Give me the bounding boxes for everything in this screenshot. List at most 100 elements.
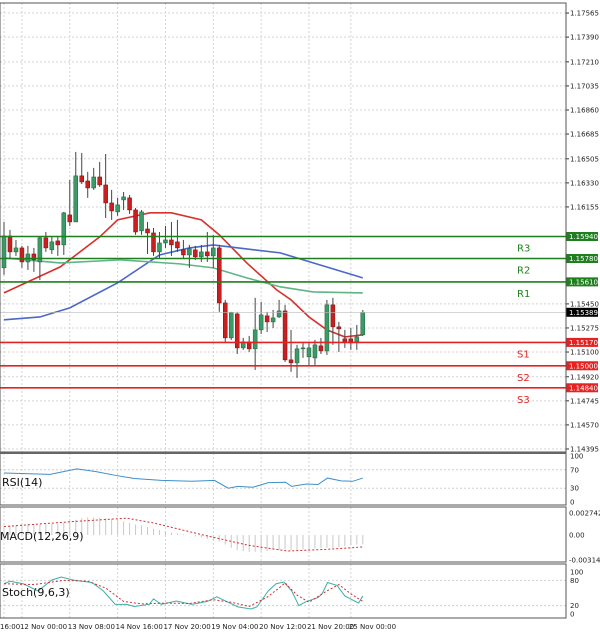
rsi-line — [3, 468, 363, 489]
candle — [61, 211, 67, 255]
candle — [223, 299, 228, 342]
candle-body — [324, 304, 330, 352]
level-price-tag — [566, 361, 598, 371]
time-tick-label: 16:00 — [0, 623, 20, 631]
time-tick-label: 20 Nov 12:00 — [259, 623, 306, 631]
candle — [181, 239, 186, 258]
candle-body — [234, 313, 240, 349]
candle-body — [211, 247, 216, 257]
stoch-tick-label: 80 — [570, 577, 579, 585]
candle — [300, 342, 306, 358]
candle — [187, 244, 192, 268]
candle-body — [193, 249, 198, 258]
candle-body — [270, 317, 276, 323]
candle — [43, 231, 49, 252]
level-price-label: 1.14840 — [569, 384, 598, 392]
macd-tick-label: 0.00 — [569, 531, 585, 539]
candle-body — [217, 247, 222, 304]
candle-body — [169, 239, 174, 246]
candle — [127, 194, 132, 214]
price-tick-label: 1.14395 — [570, 445, 599, 453]
stoch-pane[interactable] — [3, 576, 364, 610]
price-tick-label: 1.14745 — [570, 397, 599, 405]
price-tick-label: 1.16155 — [570, 203, 599, 211]
candle — [55, 236, 61, 256]
macd-tick-label: -0.003142 — [569, 557, 600, 565]
rsi-tick-label: 30 — [570, 485, 579, 493]
level-price-tag — [566, 254, 598, 264]
price-tick-label: 1.14920 — [570, 373, 599, 381]
level-price-tag — [566, 337, 598, 347]
candle — [133, 207, 138, 235]
candle — [121, 191, 126, 210]
candle-body — [103, 184, 108, 204]
candle — [73, 151, 79, 223]
candle — [264, 311, 270, 332]
level-label-r2: R2 — [517, 266, 530, 277]
candle — [330, 297, 336, 345]
candle — [91, 167, 96, 190]
pane-separator — [0, 452, 566, 454]
candle-body — [7, 235, 13, 253]
level-price-label: 1.15780 — [569, 255, 598, 263]
candle-body — [115, 204, 120, 213]
price-tick-label: 1.16685 — [570, 131, 599, 139]
stoch-main-line — [3, 576, 364, 610]
candle-body — [121, 196, 126, 201]
price-pane[interactable]: R3 R2 R1 S1 S2 S3 — [0, 151, 566, 406]
price-tick-label: 1.16505 — [570, 155, 599, 163]
macd-tick-label: 0.002742 — [569, 509, 600, 517]
candle-body — [145, 228, 150, 234]
level-price-label: 1.15000 — [569, 362, 598, 370]
candle-body — [85, 180, 90, 189]
candle — [169, 221, 174, 256]
candle — [258, 301, 264, 334]
stoch-signal-line — [3, 579, 364, 607]
level-label-r3: R3 — [517, 244, 530, 255]
candle — [145, 221, 150, 254]
candle-body — [139, 211, 144, 232]
candle-body — [223, 302, 228, 339]
level-label-s2: S2 — [517, 373, 530, 384]
price-tick-label: 1.16330 — [570, 179, 599, 187]
candle-body — [336, 326, 342, 330]
candle-body — [288, 359, 294, 364]
candle — [79, 152, 84, 184]
candle-body — [49, 241, 55, 251]
candle-body — [61, 212, 67, 246]
candle-body — [306, 347, 312, 358]
level-price-tag — [566, 383, 598, 393]
candle-body — [133, 209, 138, 233]
candle-body — [258, 314, 264, 331]
price-tick-label: 1.15450 — [570, 300, 599, 308]
stoch-title: Stoch(9,6,3) — [2, 586, 70, 599]
candle — [139, 209, 144, 235]
candle-body — [252, 329, 258, 350]
time-tick-label: 14 Nov 16:00 — [116, 623, 163, 631]
rsi-pane[interactable] — [3, 468, 363, 489]
rsi-tick-label: 70 — [570, 466, 579, 474]
level-price-label: 1.15170 — [569, 339, 598, 347]
candle — [252, 297, 258, 370]
macd-title: MACD(12,26,9) — [0, 530, 84, 543]
candle — [288, 329, 294, 372]
moving-average-line — [3, 212, 363, 338]
candle-body — [109, 202, 114, 212]
candle — [151, 227, 156, 256]
candle — [211, 234, 216, 268]
candle — [360, 309, 366, 336]
candle-body — [91, 176, 96, 189]
macd-pane[interactable] — [3, 517, 364, 552]
candle — [324, 299, 330, 355]
level-price-label: 1.15610 — [569, 278, 598, 286]
level-label-s3: S3 — [517, 395, 530, 406]
macd-signal-line — [3, 517, 363, 552]
candle — [318, 337, 324, 354]
candle-body — [73, 175, 79, 223]
price-tick-label: 1.16860 — [570, 106, 599, 114]
level-price-tag — [566, 232, 598, 242]
level-label-s1: S1 — [517, 349, 530, 360]
level-label-r1: R1 — [517, 289, 530, 300]
